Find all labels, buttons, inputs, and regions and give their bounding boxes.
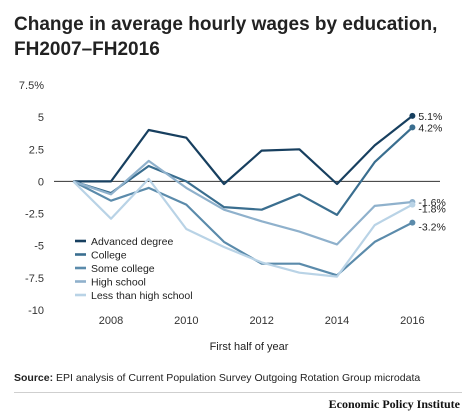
source-text: EPI analysis of Current Population Surve… — [56, 372, 421, 384]
legend-label: Some college — [91, 263, 155, 275]
y-tick-label: 2.5 — [29, 144, 44, 156]
series-lines — [72, 115, 414, 278]
y-tick-label: -2.5 — [25, 209, 44, 221]
x-tick-label: 2016 — [400, 315, 424, 327]
end-value-label: -3.2% — [418, 222, 445, 234]
x-tick-label: 2012 — [249, 315, 273, 327]
y-tick-label: 5 — [38, 112, 44, 124]
legend-label: High school — [91, 277, 146, 289]
end-point-marker — [409, 219, 416, 226]
end-point-marker — [409, 201, 416, 208]
legend-label: Less than high school — [91, 290, 193, 302]
y-tick-label: -5 — [34, 241, 44, 253]
source-label: Source: — [14, 372, 54, 384]
y-tick-label: -10 — [28, 305, 44, 317]
y-tick-label: -7.5 — [25, 273, 44, 285]
x-axis-title: First half of year — [210, 341, 289, 353]
series-markers — [409, 112, 416, 226]
end-point-marker — [409, 124, 416, 131]
series-line — [73, 115, 414, 186]
legend-label: Advanced degree — [91, 236, 173, 248]
y-tick-label: 7.5% — [19, 80, 44, 92]
footer-divider — [14, 392, 462, 393]
end-labels: 5.1%4.2% -3.2% -1.6%-1.8% — [418, 111, 445, 234]
end-point-marker — [409, 112, 416, 119]
brand-logo: Economic Policy Institute — [328, 397, 460, 411]
end-value-label: 5.1% — [418, 111, 442, 123]
series-line — [72, 126, 414, 216]
source-note: Source: EPI analysis of Current Populati… — [14, 372, 464, 384]
series-line — [72, 180, 413, 277]
legend-label: College — [91, 250, 127, 262]
end-value-label: 4.2% — [418, 122, 442, 134]
y-tick-label: 0 — [38, 176, 44, 188]
end-value-label: -1.6% — [418, 197, 445, 209]
x-tick-label: 2010 — [174, 315, 198, 327]
x-tick-label: 2014 — [325, 315, 349, 327]
chart-title: Change in average hourly wages by educat… — [14, 14, 438, 60]
y-axis: 7.5% 5 2.5 0 -2.5 -5 -7.5 -10 — [19, 80, 440, 317]
x-tick-label: 2008 — [99, 315, 123, 327]
x-axis: 2008 2010 2012 2014 2016 — [99, 315, 425, 327]
end-value-label: -1.8% — [418, 204, 445, 216]
series-line — [72, 159, 413, 246]
series-line — [72, 177, 413, 278]
